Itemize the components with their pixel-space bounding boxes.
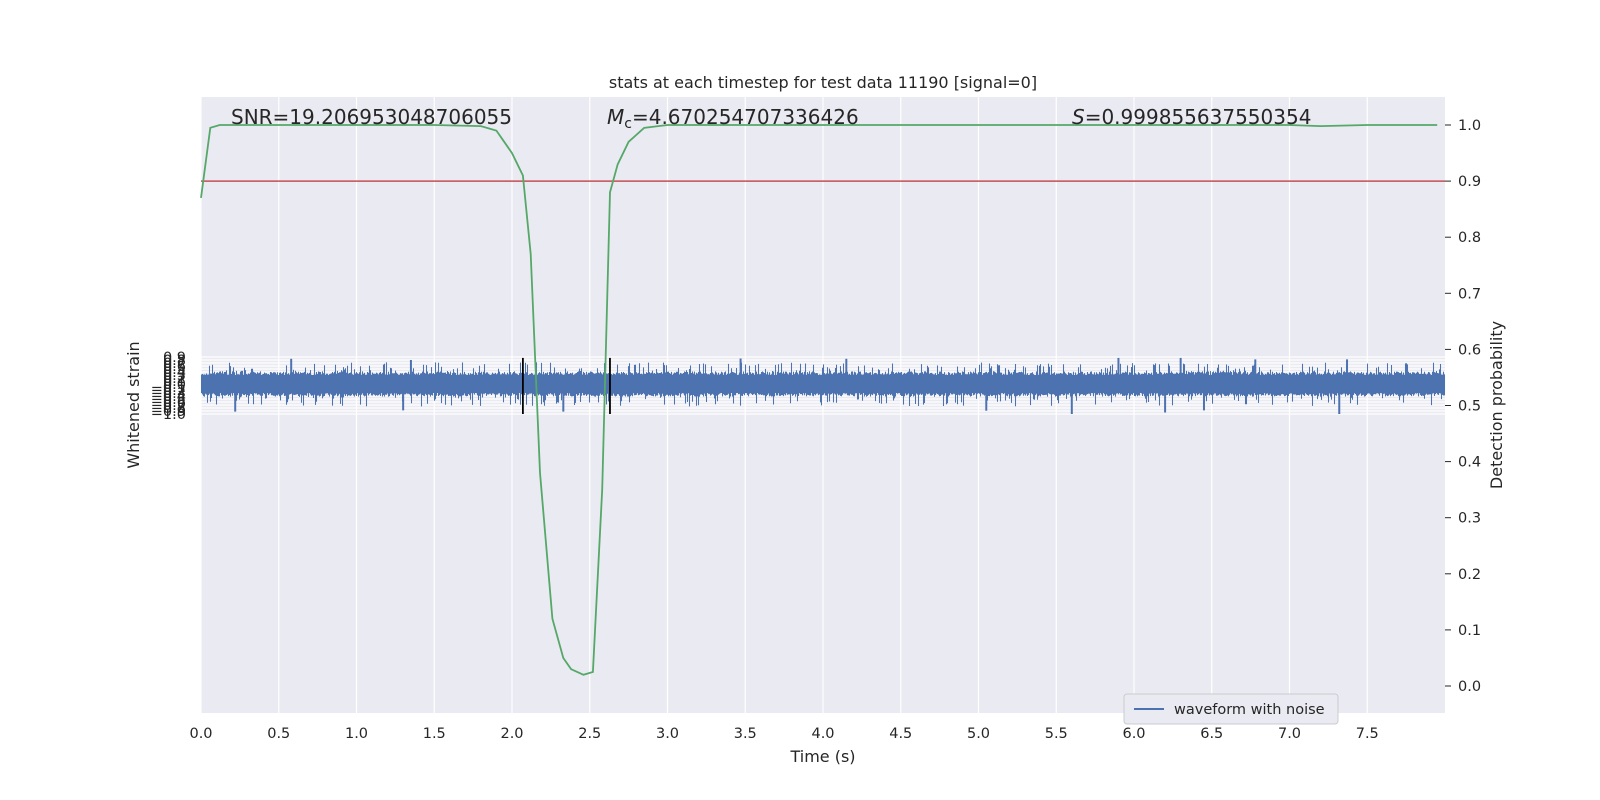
x-tick-label: 2.0 — [500, 726, 523, 742]
y2-tick-label: 0.5 — [1458, 399, 1481, 415]
y-tick-label: −1.0 — [151, 407, 186, 423]
x-tick-label: 1.5 — [423, 726, 446, 742]
legend-label: waveform with noise — [1174, 702, 1325, 718]
y2-tick-label: 0.8 — [1458, 230, 1481, 246]
y2-tick-label: 0.3 — [1458, 511, 1481, 527]
y-tick-label: 0.7 — [163, 356, 186, 372]
y2-tick-label: 1.0 — [1458, 118, 1481, 134]
s-annotation: S=0.999855637550354 — [1072, 105, 1311, 129]
y-tick-label: −0.6 — [151, 395, 186, 411]
y2-tick-labels: 1.0 0.9 0.8 0.7 0.6 0.5 0.4 0.3 0.2 0.1 0.0 — [1445, 118, 1481, 695]
mc-subscript: c — [624, 116, 632, 132]
waveform-line — [200, 362, 1446, 407]
waveform-series — [200, 357, 1446, 414]
detection-probability-line — [200, 124, 1438, 676]
x-tick-label: 3.5 — [734, 726, 757, 742]
y2-tick-label: 0.9 — [1458, 174, 1481, 190]
y2-tick-label: 0.6 — [1458, 342, 1481, 358]
y-tick-label: 0.8 — [163, 353, 186, 369]
y2-tick-label: 0.7 — [1458, 286, 1481, 302]
mc-value: =4.670254707336426 — [632, 105, 859, 129]
y-tick-label: −0.4 — [151, 389, 186, 405]
y2-tick-label: 0.0 — [1458, 679, 1481, 695]
y-tick-label: −0.7 — [151, 398, 186, 414]
mc-symbol: M — [607, 105, 624, 129]
y-tick-label: −0.2 — [151, 383, 186, 399]
mc-annotation: Mc=4.670254707336426 — [607, 105, 859, 132]
x-tick-label: 7.0 — [1278, 726, 1301, 742]
y-tick-label: 0.1 — [163, 374, 186, 390]
y2-axis-label: Detection probability — [1487, 321, 1506, 489]
x-tick-label: 4.0 — [811, 726, 834, 742]
x-tick-label: 7.5 — [1356, 726, 1379, 742]
x-tick-label: 0.0 — [189, 726, 212, 742]
x-tick-label: 5.0 — [967, 726, 990, 742]
chart-title: stats at each timestep for test data 111… — [609, 73, 1037, 92]
x-axis-label: Time (s) — [789, 747, 855, 766]
y-tick-label: 0.0 — [163, 377, 186, 393]
x-tick-label: 0.5 — [267, 726, 290, 742]
y2-tick-label: 0.2 — [1458, 567, 1481, 583]
y2-tick-label: 0.4 — [1458, 455, 1481, 471]
y-tick-label: 0.3 — [163, 368, 186, 384]
y-tick-label: −0.9 — [151, 404, 186, 420]
x-tick-label: 6.0 — [1122, 726, 1145, 742]
legend-box — [1123, 693, 1339, 725]
snr-annotation: SNR=19.206953048706055 — [231, 105, 512, 129]
x-tick-label: 4.5 — [889, 726, 912, 742]
x-tick-label: 6.5 — [1200, 726, 1223, 742]
overlay-lines — [200, 124, 1445, 676]
y-tick-label: −0.5 — [151, 392, 186, 408]
x-tick-label: 2.5 — [578, 726, 601, 742]
x-tick-label: 5.5 — [1045, 726, 1068, 742]
y-tick-label: 0.5 — [163, 362, 186, 378]
y-tick-labels: 0.90.80.70.60.50.40.30.20.10.0−0.1−0.2−0… — [151, 350, 186, 423]
y-tick-label: −0.3 — [151, 386, 186, 402]
s-symbol: S — [1072, 105, 1085, 129]
x-tick-label: 1.0 — [345, 726, 368, 742]
y-tick-label: 0.2 — [163, 371, 186, 387]
y-tick-label: 0.4 — [163, 365, 186, 381]
s-value: =0.999855637550354 — [1085, 105, 1312, 129]
legend: waveform with noise — [1123, 693, 1339, 725]
y-axis-label: Whitened strain — [124, 341, 143, 468]
x-tick-labels: 0.0 0.5 1.0 1.5 2.0 2.5 3.0 3.5 4.0 4.5 5.0 5.5 6.0 6… — [189, 726, 1378, 742]
y-tick-label: 0.6 — [163, 359, 186, 375]
x-tick-label: 3.0 — [656, 726, 679, 742]
y2-tick-label: 0.1 — [1458, 623, 1481, 639]
y-tick-label: 0.9 — [163, 350, 186, 366]
y-tick-label: −0.1 — [151, 380, 186, 396]
y-tick-label: −0.8 — [151, 401, 186, 417]
